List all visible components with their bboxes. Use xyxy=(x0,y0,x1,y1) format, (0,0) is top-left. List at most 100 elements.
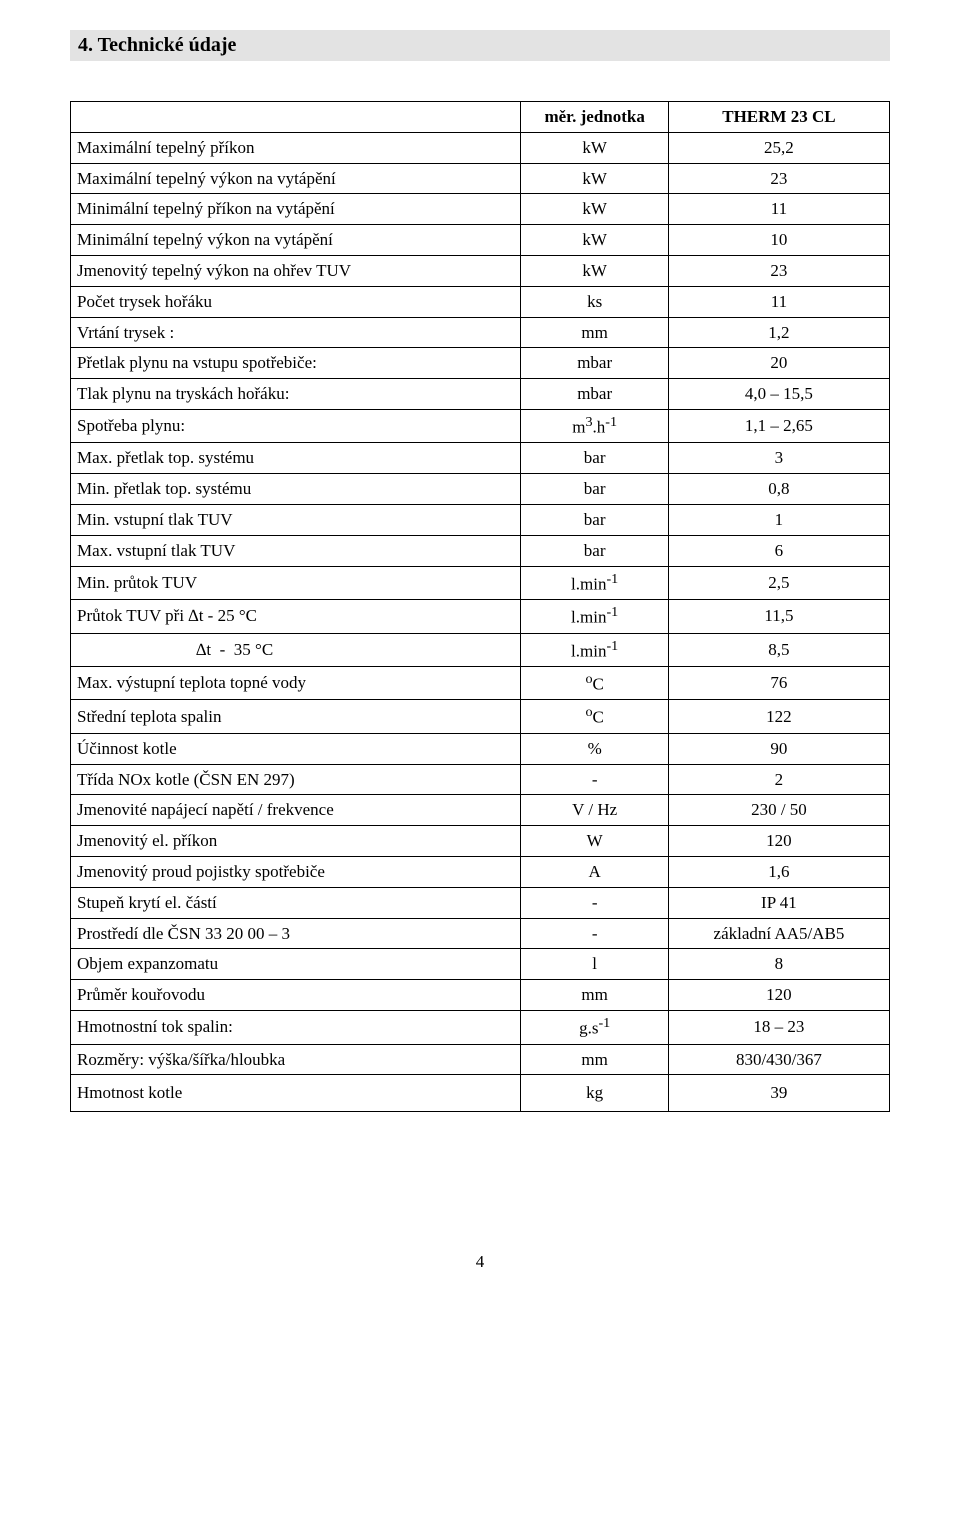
row-label: Max. vstupní tlak TUV xyxy=(71,535,521,566)
header-unit: měr. jednotka xyxy=(521,102,668,133)
row-value: 11,5 xyxy=(668,600,889,633)
row-value: 23 xyxy=(668,255,889,286)
row-value: 8,5 xyxy=(668,633,889,666)
row-label: Počet trysek hořáku xyxy=(71,286,521,317)
row-value: 830/430/367 xyxy=(668,1044,889,1075)
page-number: 4 xyxy=(70,1252,890,1272)
row-label: Maximální tepelný příkon xyxy=(71,132,521,163)
row-value: 0,8 xyxy=(668,474,889,505)
row-unit: l.min-1 xyxy=(521,600,668,633)
row-unit: mbar xyxy=(521,379,668,410)
table-row: Průměr kouřovodumm120 xyxy=(71,980,890,1011)
table-row: Spotřeba plynu:m3.h-11,1 – 2,65 xyxy=(71,409,890,442)
row-label: Jmenovitý proud pojistky spotřebiče xyxy=(71,857,521,888)
row-label: Minimální tepelný příkon na vytápění xyxy=(71,194,521,225)
row-label: Minimální tepelný výkon na vytápění xyxy=(71,225,521,256)
table-row: Stupeň krytí el. částí-IP 41 xyxy=(71,887,890,918)
row-unit: mm xyxy=(521,1044,668,1075)
row-value: 2 xyxy=(668,764,889,795)
row-label: Hmotnost kotle xyxy=(71,1075,521,1112)
row-value: 6 xyxy=(668,535,889,566)
table-row: Počet trysek hořákuks11 xyxy=(71,286,890,317)
table-row: Vrtání trysek :mm1,2 xyxy=(71,317,890,348)
row-value: 120 xyxy=(668,980,889,1011)
table-row: Jmenovitý proud pojistky spotřebičeA1,6 xyxy=(71,857,890,888)
header-value: THERM 23 CL xyxy=(668,102,889,133)
row-value: 20 xyxy=(668,348,889,379)
table-row: Prostředí dle ČSN 33 20 00 – 3-základní … xyxy=(71,918,890,949)
table-row: Hmotnostní tok spalin:g.s-118 – 23 xyxy=(71,1011,890,1044)
row-unit: l xyxy=(521,949,668,980)
table-row: Min. vstupní tlak TUVbar1 xyxy=(71,505,890,536)
row-label: Maximální tepelný výkon na vytápění xyxy=(71,163,521,194)
header-empty xyxy=(71,102,521,133)
table-row: Max. výstupní teplota topné vodyoC76 xyxy=(71,666,890,699)
row-unit: bar xyxy=(521,443,668,474)
row-value: 1,2 xyxy=(668,317,889,348)
table-row: Tlak plynu na tryskách hořáku:mbar4,0 – … xyxy=(71,379,890,410)
table-row: Jmenovitý el. příkonW120 xyxy=(71,826,890,857)
row-label: ∆t - 35 °C xyxy=(71,633,521,666)
table-row: Rozměry: výška/šířka/hloubkamm830/430/36… xyxy=(71,1044,890,1075)
row-value: 1 xyxy=(668,505,889,536)
spec-table: měr. jednotka THERM 23 CL Maximální tepe… xyxy=(70,101,890,1112)
table-row: Jmenovité napájecí napětí / frekvenceV /… xyxy=(71,795,890,826)
table-row: Max. vstupní tlak TUVbar6 xyxy=(71,535,890,566)
row-label: Rozměry: výška/šířka/hloubka xyxy=(71,1044,521,1075)
table-row: Max. přetlak top. systémubar3 xyxy=(71,443,890,474)
row-label: Jmenovitý tepelný výkon na ohřev TUV xyxy=(71,255,521,286)
row-value: 122 xyxy=(668,700,889,733)
row-label: Max. přetlak top. systému xyxy=(71,443,521,474)
row-value: 8 xyxy=(668,949,889,980)
row-unit: kW xyxy=(521,194,668,225)
row-value: 11 xyxy=(668,286,889,317)
row-unit: l.min-1 xyxy=(521,633,668,666)
row-unit: kW xyxy=(521,225,668,256)
table-row: ∆t - 35 °Cl.min-18,5 xyxy=(71,633,890,666)
table-row: Účinnost kotle%90 xyxy=(71,733,890,764)
row-label: Spotřeba plynu: xyxy=(71,409,521,442)
section-title: 4. Technické údaje xyxy=(70,30,890,61)
row-value: základní AA5/AB5 xyxy=(668,918,889,949)
row-unit: bar xyxy=(521,505,668,536)
row-label: Min. vstupní tlak TUV xyxy=(71,505,521,536)
row-label: Objem expanzomatu xyxy=(71,949,521,980)
row-value: 1,6 xyxy=(668,857,889,888)
row-unit: mbar xyxy=(521,348,668,379)
row-unit: bar xyxy=(521,474,668,505)
row-unit: oC xyxy=(521,666,668,699)
row-label: Min. průtok TUV xyxy=(71,566,521,599)
table-row: Min. průtok TUVl.min-12,5 xyxy=(71,566,890,599)
row-label: Tlak plynu na tryskách hořáku: xyxy=(71,379,521,410)
row-unit: - xyxy=(521,918,668,949)
row-unit: W xyxy=(521,826,668,857)
table-row: Maximální tepelný výkon na vytápěníkW23 xyxy=(71,163,890,194)
table-row: Min. přetlak top. systémubar0,8 xyxy=(71,474,890,505)
row-unit: l.min-1 xyxy=(521,566,668,599)
table-row: Přetlak plynu na vstupu spotřebiče:mbar2… xyxy=(71,348,890,379)
row-unit: kW xyxy=(521,255,668,286)
row-label: Jmenovitý el. příkon xyxy=(71,826,521,857)
table-row: Minimální tepelný příkon na vytápěníkW11 xyxy=(71,194,890,225)
table-row: Třída NOx kotle (ČSN EN 297)-2 xyxy=(71,764,890,795)
table-row: Střední teplota spalinoC122 xyxy=(71,700,890,733)
table-row: Maximální tepelný příkonkW25,2 xyxy=(71,132,890,163)
row-label: Prostředí dle ČSN 33 20 00 – 3 xyxy=(71,918,521,949)
row-unit: % xyxy=(521,733,668,764)
table-row: Hmotnost kotlekg39 xyxy=(71,1075,890,1112)
row-unit: kW xyxy=(521,163,668,194)
row-unit: mm xyxy=(521,980,668,1011)
row-unit: oC xyxy=(521,700,668,733)
row-value: 11 xyxy=(668,194,889,225)
row-value: 90 xyxy=(668,733,889,764)
row-label: Min. přetlak top. systému xyxy=(71,474,521,505)
row-value: 18 – 23 xyxy=(668,1011,889,1044)
row-label: Třída NOx kotle (ČSN EN 297) xyxy=(71,764,521,795)
row-unit: m3.h-1 xyxy=(521,409,668,442)
row-label: Stupeň krytí el. částí xyxy=(71,887,521,918)
table-row: Jmenovitý tepelný výkon na ohřev TUVkW23 xyxy=(71,255,890,286)
row-value: 2,5 xyxy=(668,566,889,599)
row-unit: bar xyxy=(521,535,668,566)
table-row: Objem expanzomatul8 xyxy=(71,949,890,980)
row-unit: mm xyxy=(521,317,668,348)
